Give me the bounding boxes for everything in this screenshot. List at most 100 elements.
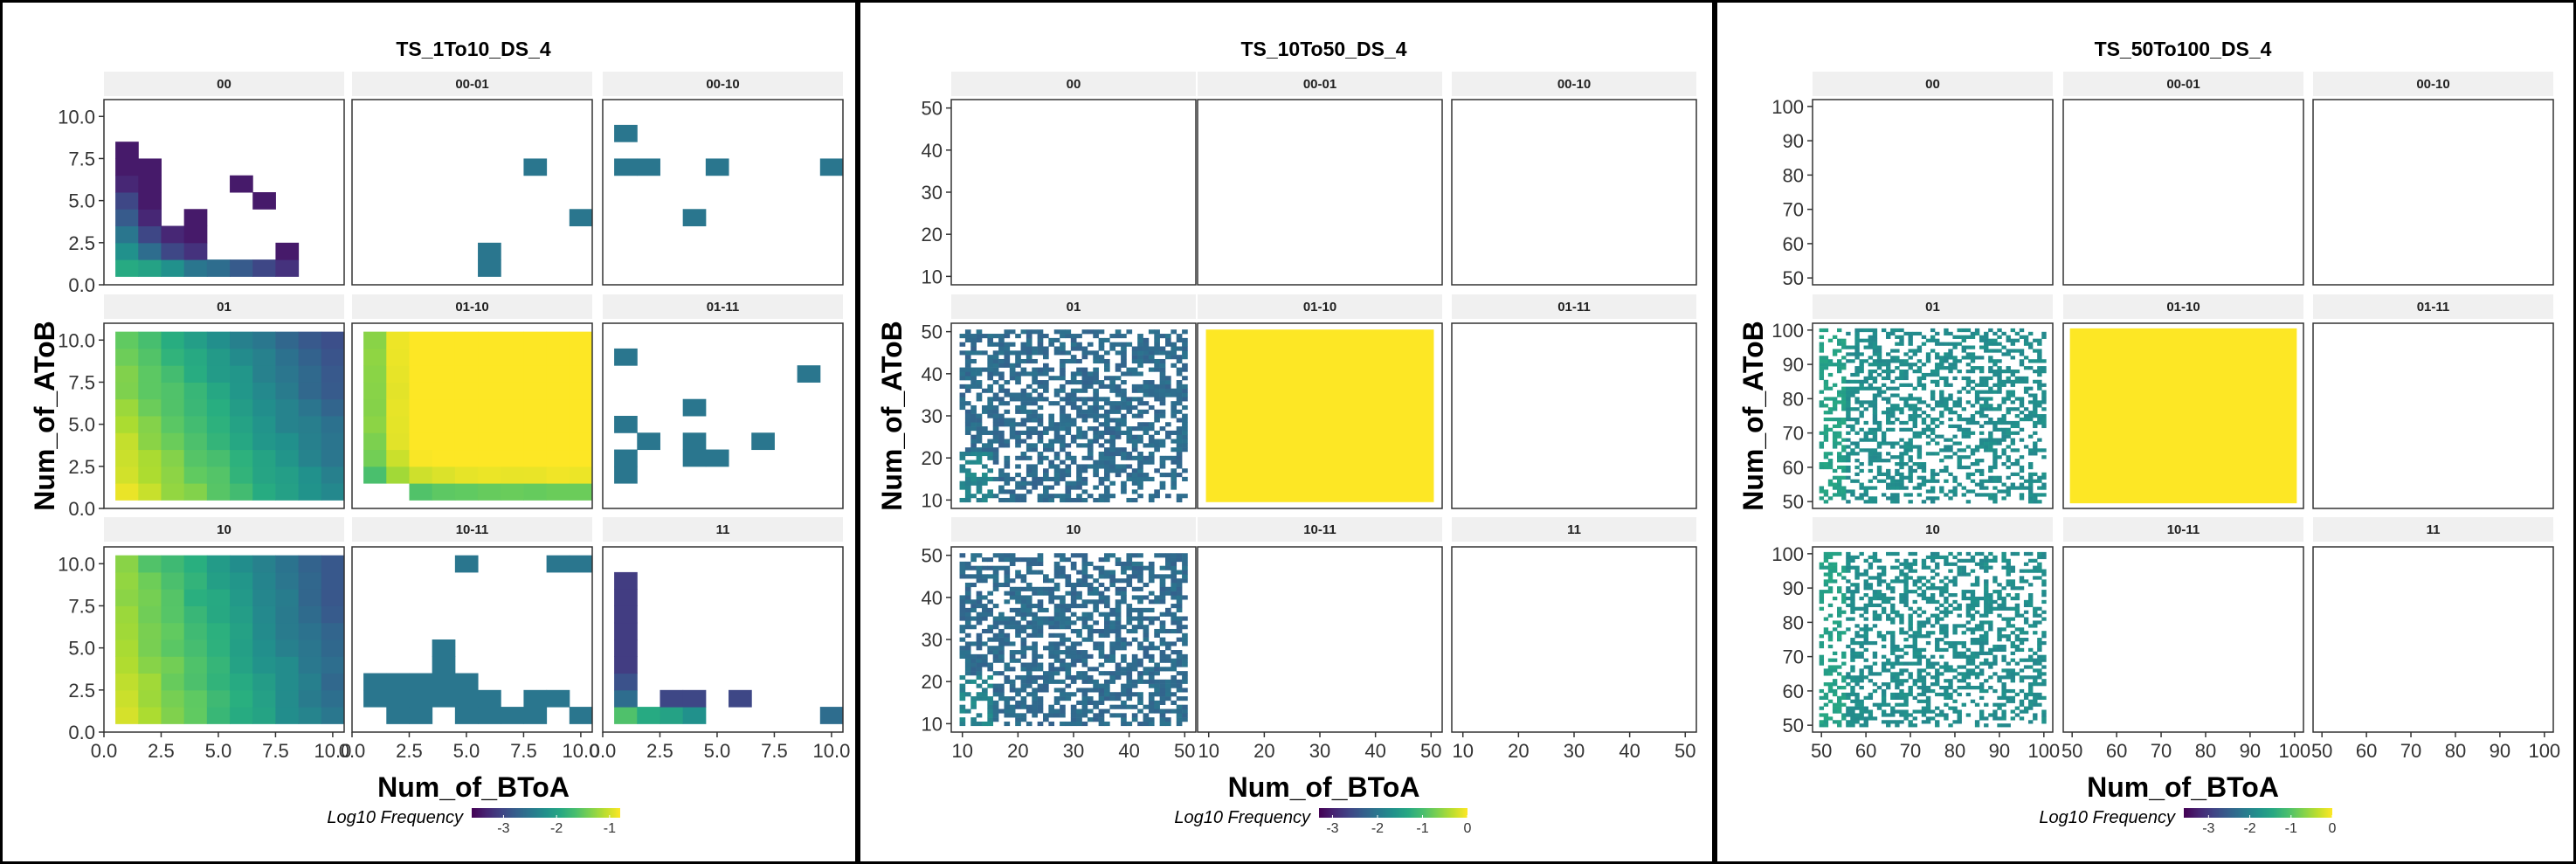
heat-cell xyxy=(1823,379,1829,384)
heat-cell xyxy=(1846,393,1851,397)
heat-cell xyxy=(1868,342,1874,346)
heat-cell xyxy=(1148,683,1155,688)
heat-cell xyxy=(1837,489,1842,494)
heat-cell xyxy=(1126,367,1133,372)
heat-cell xyxy=(1886,372,1891,377)
heat-cell xyxy=(1143,409,1150,414)
heat-cell xyxy=(1065,653,1072,659)
heat-cell xyxy=(1032,561,1038,566)
heat-cell xyxy=(1182,388,1188,393)
heat-cell xyxy=(1912,654,1917,659)
heat-cell xyxy=(1974,445,1980,449)
heat-cell xyxy=(1832,668,1838,673)
heat-cell xyxy=(2006,434,2011,439)
heat-cell xyxy=(1930,370,1936,374)
heat-cell xyxy=(275,707,300,724)
heat-cell xyxy=(1065,413,1072,418)
heat-cell xyxy=(1868,709,1874,714)
heat-cell xyxy=(982,430,988,435)
heat-cell xyxy=(1076,582,1082,588)
heat-cell xyxy=(1957,640,1962,646)
heat-cell xyxy=(1053,607,1060,612)
heat-cell xyxy=(1912,420,1917,425)
heat-cell xyxy=(1881,692,1887,697)
heat-cell xyxy=(2023,617,2029,621)
heat-cell xyxy=(1065,329,1072,335)
heat-cell xyxy=(1984,342,1989,346)
heat-cell xyxy=(1850,658,1855,662)
heat-cell xyxy=(1899,720,1904,724)
heat-cell xyxy=(1115,473,1122,478)
heat-cell xyxy=(1921,709,1927,714)
heat-cell xyxy=(2027,465,2034,470)
heat-cell xyxy=(1015,439,1021,444)
heat-cell xyxy=(1846,386,1851,391)
heat-cell xyxy=(964,460,971,465)
heat-cell xyxy=(1992,370,1998,374)
heat-cell xyxy=(976,455,983,460)
heat-cell xyxy=(1925,665,1931,669)
heat-cell xyxy=(1895,682,1900,687)
heat-cell xyxy=(1921,610,1927,614)
heat-cell xyxy=(2041,390,2047,394)
heat-cell xyxy=(1890,393,1896,397)
heat-cell xyxy=(2027,452,2034,456)
heat-cell xyxy=(138,331,162,349)
heat-cell xyxy=(386,382,410,400)
heat-cell xyxy=(1952,486,1958,490)
heat-cell xyxy=(1159,553,1166,558)
heat-cell xyxy=(1823,702,1829,707)
heat-cell xyxy=(2010,675,2016,680)
heat-cell xyxy=(1109,671,1116,676)
heat-cell xyxy=(1872,352,1878,356)
heat-cell xyxy=(1837,459,1842,463)
heat-cell xyxy=(1159,591,1166,596)
heat-cell xyxy=(183,589,208,606)
heat-cell xyxy=(1832,562,1838,566)
heat-cell xyxy=(1171,650,1178,655)
facet-label: 10-11 xyxy=(456,522,489,537)
legend-title: Log10 Frequency xyxy=(327,808,464,827)
facet-panel-01: 010.02.55.07.510.0 xyxy=(58,294,345,520)
heat-cell xyxy=(1121,401,1127,406)
heat-cell xyxy=(1863,695,1868,701)
heat-cell xyxy=(964,355,971,360)
heat-cell xyxy=(1037,367,1044,372)
heat-cell xyxy=(1979,713,1985,717)
heat-cell xyxy=(1098,688,1105,693)
heat-cell xyxy=(1819,658,1825,662)
heat-cell xyxy=(2041,672,2047,676)
heat-cell xyxy=(1104,671,1110,676)
heat-cell xyxy=(1997,407,2002,411)
heat-cell xyxy=(1104,683,1110,688)
heat-cell xyxy=(2006,493,2011,497)
heat-cell xyxy=(1837,482,1842,487)
heat-cell xyxy=(1823,489,1829,494)
heat-cell xyxy=(1026,721,1032,727)
heat-cell xyxy=(1846,723,1851,728)
heat-cell xyxy=(1988,606,1993,611)
heat-cell xyxy=(1109,447,1116,453)
heat-cell xyxy=(1015,358,1021,364)
heat-cell xyxy=(2037,475,2042,480)
heat-cell xyxy=(1053,350,1060,356)
heat-cell xyxy=(1076,413,1082,418)
heat-cell xyxy=(1076,464,1082,469)
heat-cell xyxy=(1930,576,1936,580)
heat-cell xyxy=(1081,553,1088,558)
heat-cell xyxy=(1876,372,1882,377)
heat-cell xyxy=(1104,455,1110,460)
heat-cell xyxy=(1952,345,1958,349)
heat-cell xyxy=(964,667,971,672)
heat-cell xyxy=(987,468,994,473)
heat-cell xyxy=(1037,653,1044,659)
heat-cell xyxy=(1961,417,1966,422)
heat-cell xyxy=(1832,620,1838,625)
heat-cell xyxy=(1984,586,1989,591)
heat-cell xyxy=(1115,451,1122,457)
heat-cell xyxy=(1009,586,1016,591)
heat-cell xyxy=(1903,579,1909,584)
heat-cell xyxy=(1070,704,1077,709)
heat-cell xyxy=(2037,386,2042,391)
heat-cell xyxy=(1176,460,1183,465)
